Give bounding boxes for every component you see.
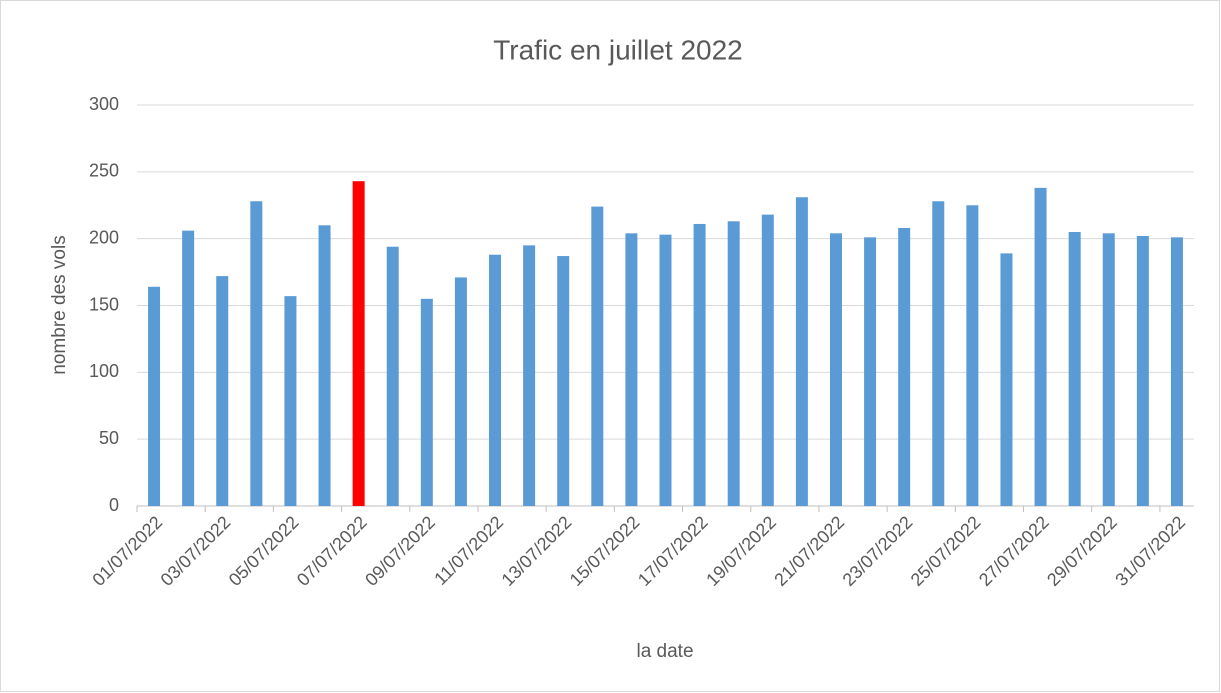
bar — [625, 233, 638, 506]
bar — [1170, 237, 1183, 506]
bar — [216, 276, 229, 506]
y-tick-label: 50 — [99, 428, 119, 448]
bar — [898, 227, 911, 506]
bar — [1034, 187, 1047, 506]
bar — [864, 237, 877, 506]
y-tick-label: 100 — [89, 361, 119, 381]
y-tick-label: 0 — [109, 495, 119, 515]
bar — [829, 233, 842, 506]
bar — [420, 298, 433, 506]
bar — [454, 277, 467, 506]
bar — [932, 201, 945, 507]
bar — [557, 256, 570, 506]
bar — [693, 223, 706, 507]
bar — [795, 197, 808, 507]
bar — [250, 201, 263, 507]
y-tick-label: 300 — [89, 94, 119, 114]
bar — [727, 221, 740, 507]
bar — [523, 245, 536, 506]
y-tick-label: 250 — [89, 161, 119, 181]
bar — [489, 254, 502, 506]
bar — [659, 234, 672, 506]
y-axis-label: nombre des vols — [49, 235, 70, 374]
bar — [591, 206, 604, 506]
bar — [182, 230, 195, 506]
bar — [318, 225, 331, 507]
bar — [284, 296, 297, 506]
bar — [761, 214, 774, 506]
bar — [966, 205, 979, 506]
bar — [1102, 233, 1115, 506]
chart-title: Trafic en juillet 2022 — [493, 34, 743, 65]
bar — [386, 246, 399, 507]
x-axis-label: la date — [636, 641, 693, 662]
bar — [1136, 235, 1149, 506]
bar — [1068, 231, 1081, 506]
bar — [352, 181, 365, 506]
bar — [148, 286, 161, 506]
y-tick-label: 150 — [89, 294, 119, 314]
bar — [1000, 253, 1013, 506]
y-tick-label: 200 — [89, 227, 119, 247]
